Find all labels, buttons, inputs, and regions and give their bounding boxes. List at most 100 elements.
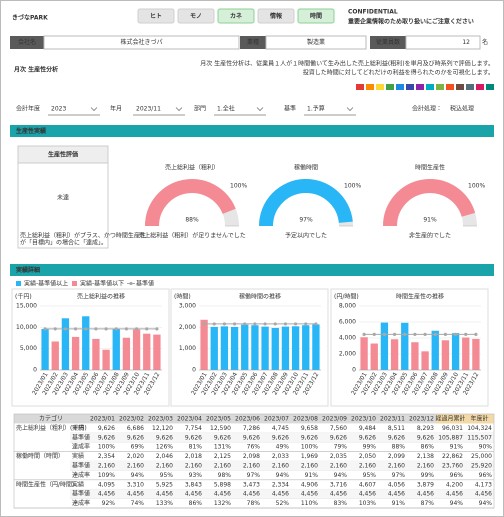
table-row-label: 基準値: [72, 490, 90, 498]
bar: [411, 342, 419, 370]
nav-label: カネ: [230, 12, 242, 20]
info-label-box: [10, 36, 44, 49]
table-cell: 2,160: [417, 463, 434, 470]
bar: [61, 318, 70, 370]
confidential: CONFIDENTIAL: [348, 9, 398, 16]
table-cell: 2,098: [243, 453, 260, 460]
nav-label: 時間: [310, 12, 322, 20]
swatch: [466, 84, 474, 90]
bar: [451, 333, 460, 370]
gauge-annotation: 非生産的でした: [409, 232, 451, 240]
table-cell: 9,626: [243, 434, 260, 441]
filter-dropdown[interactable]: [304, 103, 356, 115]
table-cell: 2,160: [156, 463, 173, 470]
bar: [360, 337, 368, 370]
y-tick-label: 4,000: [339, 335, 356, 342]
nav-button[interactable]: [217, 8, 255, 24]
table-header-total-bg: [436, 414, 465, 424]
table-header: 経過月累計: [435, 415, 465, 423]
info-value: 株式会社きづパ: [120, 38, 162, 46]
legend-dot: [129, 281, 133, 286]
bar: [462, 337, 470, 370]
dropdown-arrow: [256, 107, 264, 112]
chart-box: [170, 288, 329, 407]
table-header: カテゴリ: [39, 415, 63, 423]
table-cell: 4,456: [417, 491, 434, 498]
table-cell: 100%: [98, 444, 115, 451]
swatch: [386, 84, 394, 90]
table-cell: 83%: [334, 500, 348, 507]
reference-point: [202, 322, 206, 326]
info-label-box: [370, 36, 406, 49]
table-cell: 95%: [363, 472, 377, 479]
gauge-value: 88%: [185, 217, 199, 224]
table-cell: 110%: [301, 500, 318, 507]
table-cell: 2,160: [185, 463, 202, 470]
table-cell: 9,626: [301, 434, 318, 441]
swatch: [406, 84, 414, 90]
table-cell: 96%: [479, 472, 493, 479]
reference-point: [94, 327, 98, 331]
gauge-title: 時間生産性: [415, 164, 445, 172]
bar: [390, 339, 399, 370]
table-cell: 2,160: [301, 463, 318, 470]
bar: [241, 324, 249, 370]
info-label: 従業員数: [376, 38, 400, 46]
table-cell: 2,035: [330, 453, 347, 460]
bar: [421, 351, 429, 370]
table-cell: 2,160: [214, 463, 231, 470]
table-cell: 4,173: [475, 481, 492, 488]
evaluation-note: が「目標内」の場合に「達成」。: [20, 239, 107, 247]
table-row-label: 基準値: [72, 433, 90, 441]
table-cell: 9,626: [388, 434, 405, 441]
notice: 重要企業情報のため取り扱いにご注意ください: [348, 18, 474, 26]
chart-box: [11, 288, 170, 407]
gauge-arc: [259, 179, 353, 227]
reference-point: [84, 327, 88, 331]
table-cell: 98%: [218, 472, 232, 479]
swatch: [426, 84, 434, 90]
info-unit: 名: [482, 38, 488, 46]
y-tick-label: 3,000: [179, 303, 196, 310]
nav-button[interactable]: [257, 8, 295, 24]
nav-button[interactable]: [297, 8, 335, 24]
bar: [153, 334, 161, 370]
table-header: 2023/08: [293, 416, 318, 423]
filter-dropdown[interactable]: [214, 103, 266, 115]
nav-button[interactable]: [177, 8, 215, 24]
table-cell: 2,160: [330, 463, 347, 470]
bar: [271, 327, 279, 370]
evaluation-result: 未達: [57, 194, 69, 202]
table-cell: 4,456: [214, 491, 231, 498]
filter-value: 2023/11: [136, 106, 161, 113]
table-row-bg: [70, 432, 494, 443]
table-cell: 25,920: [471, 463, 492, 470]
filter-dropdown[interactable]: [133, 103, 185, 115]
table-cell: 4,456: [330, 491, 347, 498]
table-cell: 4,456: [243, 491, 260, 498]
reference-point: [263, 322, 267, 326]
table-cell: 2,160: [388, 463, 405, 470]
reference-point: [382, 332, 387, 336]
bar: [132, 329, 141, 370]
table-cell: 4,056: [388, 481, 405, 488]
table-cell: 88%: [392, 444, 406, 451]
nav-label: ヒト: [150, 13, 162, 20]
chart-box: [330, 288, 489, 407]
reference-point: [314, 322, 318, 326]
nav-button[interactable]: [137, 8, 175, 24]
y-tick-label: 0: [33, 367, 37, 374]
table-cell: 12,120: [152, 425, 173, 432]
reference-point: [243, 322, 247, 326]
chart-title: 売上総利益の推移: [77, 293, 125, 301]
table-cell: 9,626: [214, 434, 231, 441]
evaluation-title: 生産性評価: [48, 151, 78, 159]
table-cell: 2,033: [272, 453, 289, 460]
info-label-box: [240, 36, 266, 49]
table-cell: 9,626: [272, 434, 289, 441]
table-cell: 2,046: [156, 453, 173, 460]
filter-dropdown[interactable]: [48, 103, 100, 115]
table-cell: 4,200: [446, 481, 463, 488]
reference-point: [392, 332, 397, 336]
table-cell: 78%: [247, 500, 261, 507]
